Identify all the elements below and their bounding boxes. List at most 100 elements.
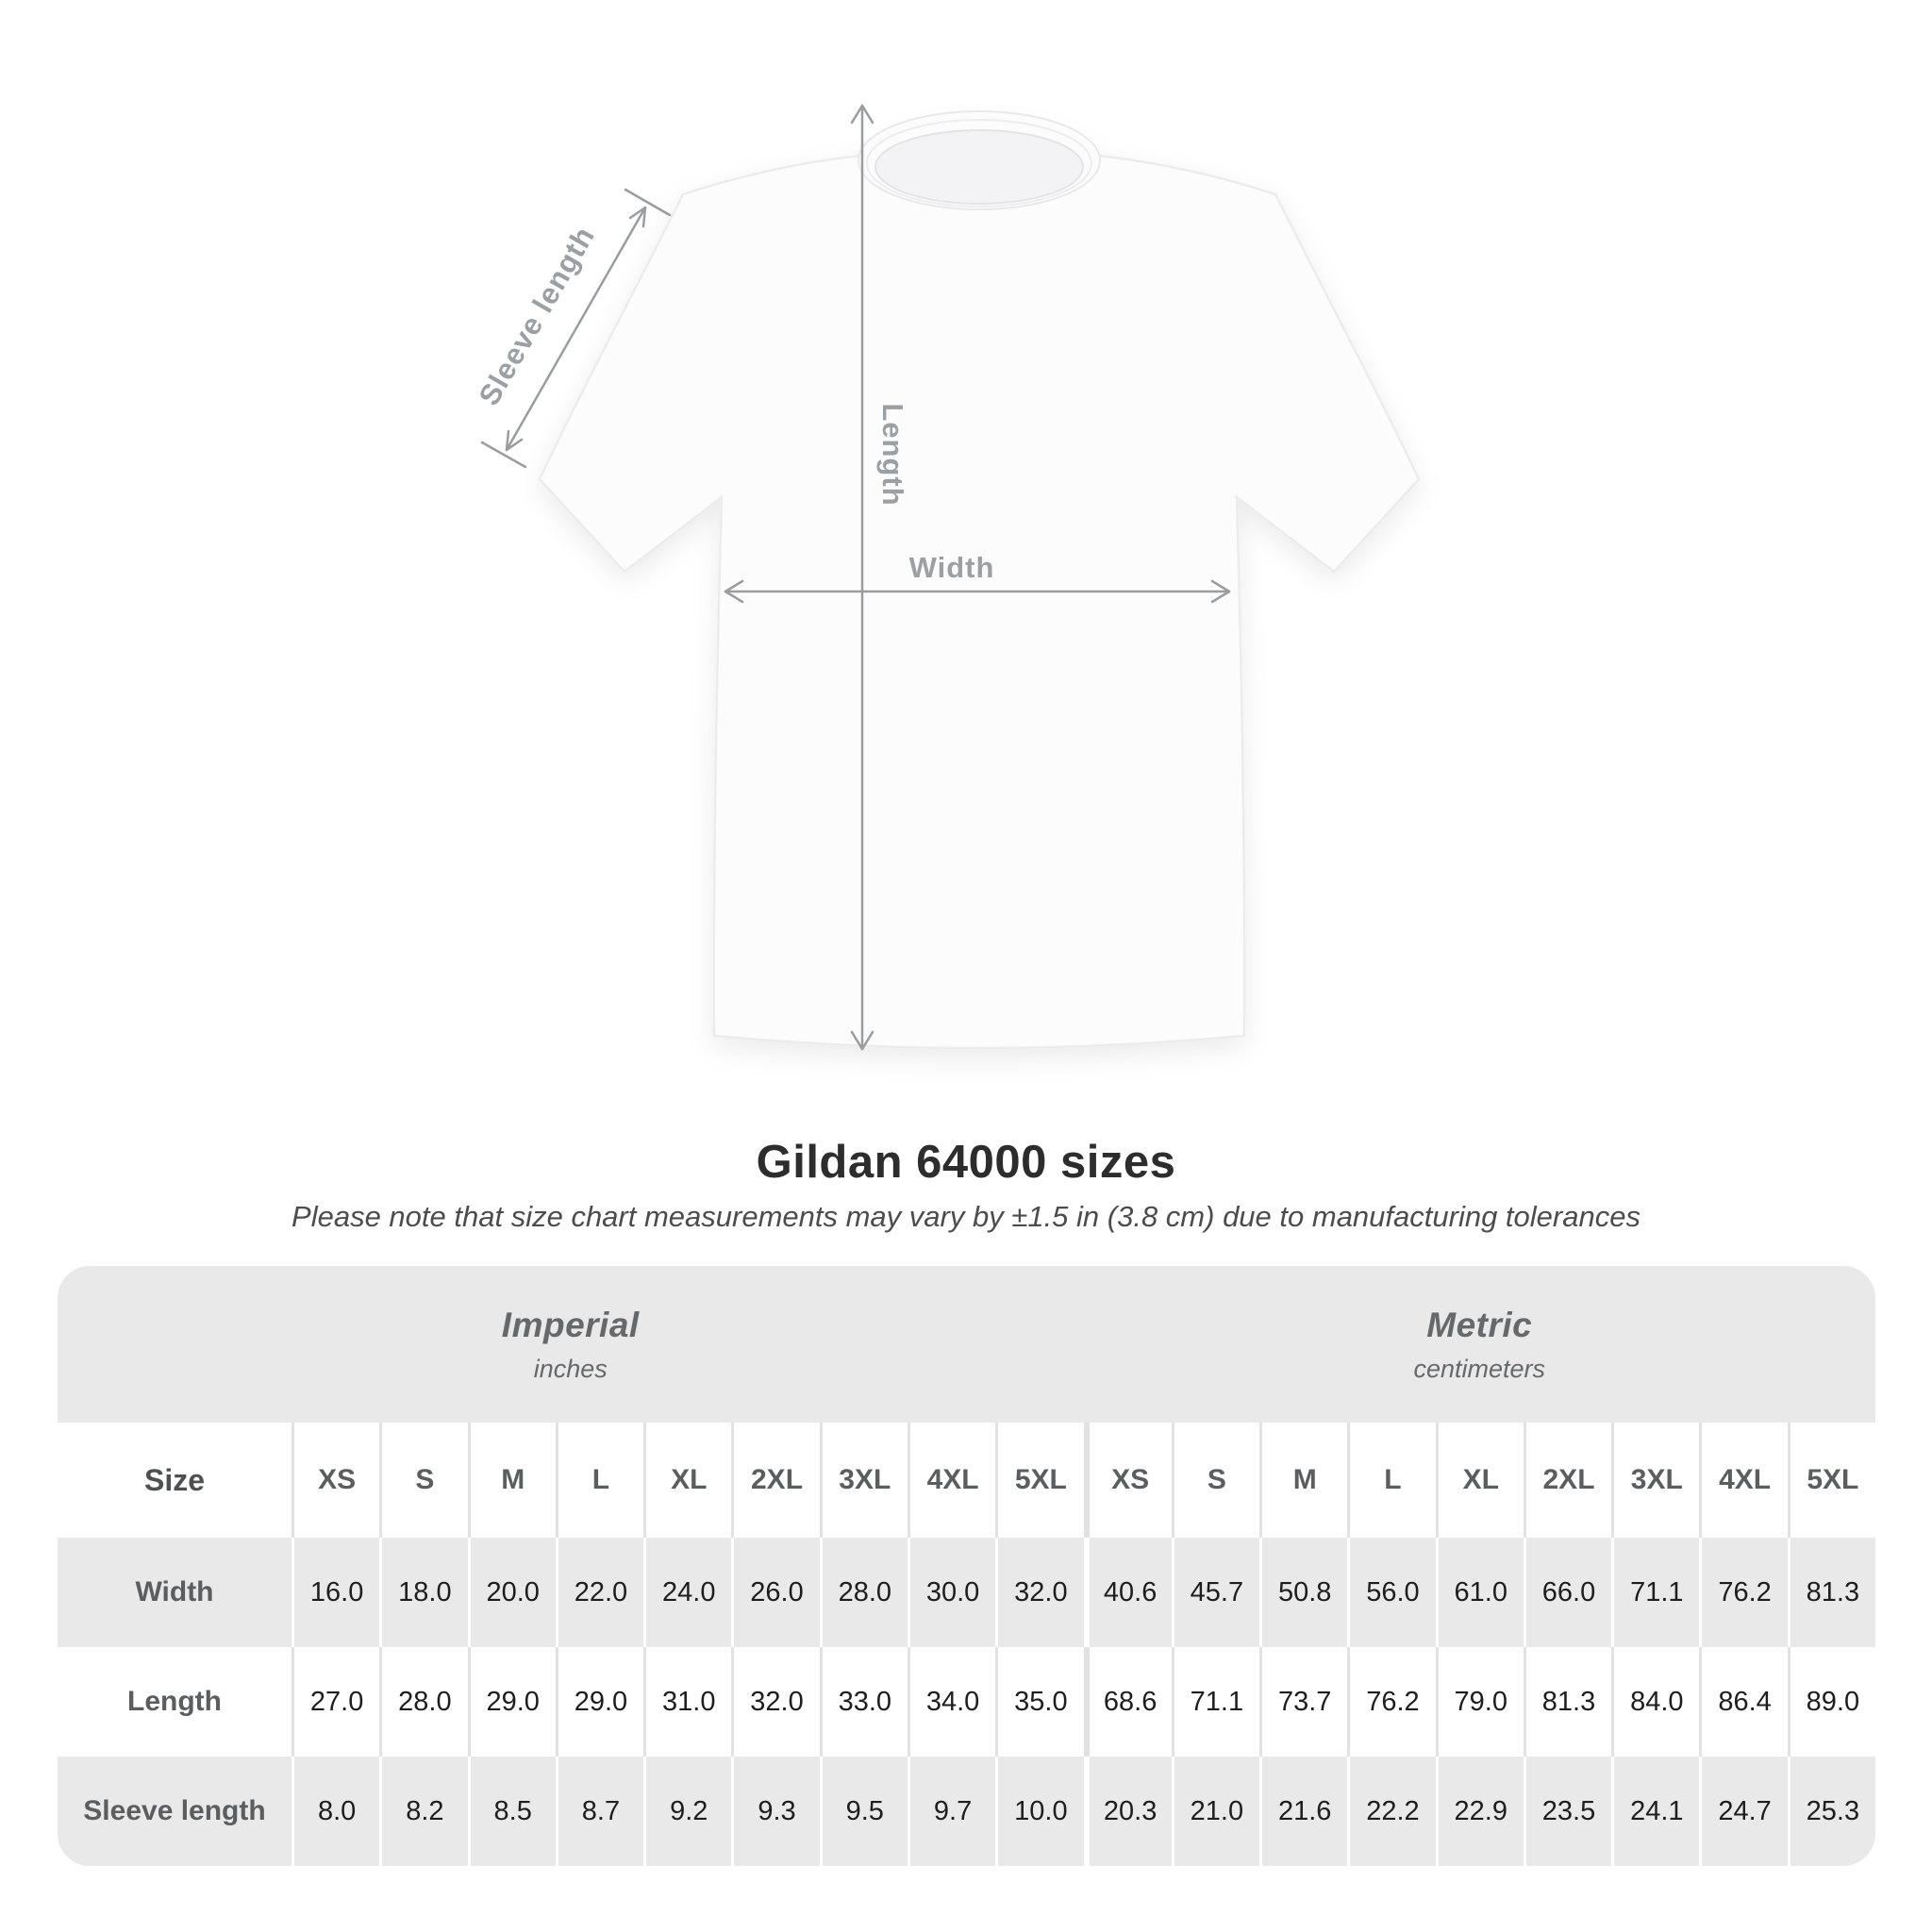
length-label: Length	[876, 403, 909, 506]
size-header-imperial-m: M	[467, 1423, 556, 1538]
width-metric-2xl: 66.0	[1523, 1538, 1611, 1647]
width-imperial-xl: 24.0	[643, 1538, 731, 1647]
length-imperial-5xl: 35.0	[995, 1647, 1083, 1757]
size-header-metric-2xl: 2XL	[1523, 1423, 1611, 1538]
width-label: Width	[909, 551, 995, 584]
page-title: Gildan 64000 sizes	[756, 1137, 1176, 1188]
width-imperial-m: 20.0	[467, 1538, 556, 1647]
size-header-metric-xl: XL	[1435, 1423, 1524, 1538]
length-imperial-xl: 31.0	[643, 1647, 731, 1757]
width-metric-s: 45.7	[1171, 1538, 1259, 1647]
length-arrow-icon	[850, 104, 874, 1051]
width-imperial-2xl: 26.0	[731, 1538, 819, 1647]
size-header-metric-l: L	[1347, 1423, 1435, 1538]
length-imperial-xs: 27.0	[291, 1647, 379, 1757]
length-metric-3xl: 84.0	[1611, 1647, 1699, 1757]
imperial-unit: inches	[533, 1354, 608, 1383]
size-header-metric-4xl: 4XL	[1699, 1423, 1787, 1538]
width-metric-xl: 61.0	[1435, 1538, 1524, 1647]
size-header-metric-5xl: 5XL	[1787, 1423, 1875, 1538]
table-row-length: Length 27.0 28.0 29.0 29.0 31.0 32.0 33.…	[58, 1647, 1875, 1757]
length-metric-m: 73.7	[1259, 1647, 1347, 1757]
length-metric-5xl: 89.0	[1787, 1647, 1875, 1757]
width-imperial-5xl: 32.0	[995, 1538, 1083, 1647]
sleeve-metric-xs: 20.3	[1083, 1757, 1172, 1866]
sleeve-imperial-xl: 9.2	[643, 1757, 731, 1866]
width-metric-4xl: 76.2	[1699, 1538, 1787, 1647]
sleeve-length-arrow-icon	[480, 188, 672, 469]
imperial-title: Imperial	[501, 1305, 640, 1344]
sleeve-imperial-m: 8.5	[467, 1757, 556, 1866]
sleeve-metric-m: 21.6	[1259, 1757, 1347, 1866]
width-metric-5xl: 81.3	[1787, 1538, 1875, 1647]
tshirt-measurement-diagram: Length Width Sleeve length	[473, 104, 1421, 1051]
table-row-width: Width 16.0 18.0 20.0 22.0 24.0 26.0 28.0…	[58, 1538, 1875, 1647]
size-header-metric-xs: XS	[1083, 1423, 1172, 1538]
length-imperial-l: 29.0	[555, 1647, 643, 1757]
width-arrow-icon	[724, 579, 1231, 604]
tshirt-image	[538, 110, 1421, 1050]
length-metric-2xl: 81.3	[1523, 1647, 1611, 1757]
sleeve-imperial-5xl: 10.0	[995, 1757, 1083, 1866]
width-imperial-3xl: 28.0	[819, 1538, 908, 1647]
length-metric-xl: 79.0	[1435, 1647, 1524, 1757]
size-header-imperial-xs: XS	[291, 1423, 379, 1538]
size-header-row: Size XS S M L XL 2XL 3XL 4XL 5XL XS S M …	[58, 1423, 1875, 1538]
width-metric-3xl: 71.1	[1611, 1538, 1699, 1647]
length-imperial-m: 29.0	[467, 1647, 556, 1757]
collar-stitch	[866, 119, 1092, 208]
sleeve-imperial-l: 8.7	[555, 1757, 643, 1866]
width-imperial-s: 18.0	[379, 1538, 467, 1647]
row-label-length: Length	[127, 1686, 222, 1717]
sleeve-imperial-2xl: 9.3	[731, 1757, 819, 1866]
sleeve-imperial-3xl: 9.5	[819, 1757, 908, 1866]
metric-unit: centimeters	[1413, 1354, 1546, 1383]
row-label-sleeve-length: Sleeve length	[83, 1795, 266, 1826]
length-imperial-3xl: 33.0	[819, 1647, 908, 1757]
size-header-imperial-4xl: 4XL	[907, 1423, 995, 1538]
size-table: Imperial inches Metric centimeters Size …	[58, 1266, 1875, 1866]
sleeve-metric-xl: 22.9	[1435, 1757, 1524, 1866]
size-header-metric-m: M	[1259, 1423, 1347, 1538]
width-metric-xs: 40.6	[1083, 1538, 1172, 1647]
width-metric-l: 56.0	[1347, 1538, 1435, 1647]
sleeve-imperial-s: 8.2	[379, 1757, 467, 1866]
length-imperial-2xl: 32.0	[731, 1647, 819, 1757]
length-metric-xs: 68.6	[1083, 1647, 1172, 1757]
width-imperial-4xl: 30.0	[907, 1538, 995, 1647]
size-column-header: Size	[143, 1462, 206, 1497]
sleeve-length-label: Sleeve length	[473, 221, 602, 411]
sleeve-metric-l: 22.2	[1347, 1757, 1435, 1866]
width-metric-m: 50.8	[1259, 1538, 1347, 1647]
unit-group-header-row: Imperial inches Metric centimeters	[58, 1266, 1875, 1423]
size-header-metric-s: S	[1171, 1423, 1259, 1538]
metric-title: Metric	[1426, 1305, 1533, 1344]
row-label-width: Width	[135, 1576, 214, 1607]
size-header-imperial-3xl: 3XL	[819, 1423, 908, 1538]
sleeve-metric-5xl: 25.3	[1787, 1757, 1875, 1866]
size-header-imperial-xl: XL	[643, 1423, 731, 1538]
sleeve-metric-3xl: 24.1	[1611, 1757, 1699, 1866]
size-header-imperial-l: L	[555, 1423, 643, 1538]
width-imperial-l: 22.0	[555, 1538, 643, 1647]
sleeve-imperial-4xl: 9.7	[907, 1757, 995, 1866]
sleeve-metric-2xl: 23.5	[1523, 1757, 1611, 1866]
imperial-group-header: Imperial inches	[58, 1266, 1084, 1423]
length-metric-s: 71.1	[1171, 1647, 1259, 1757]
length-metric-l: 76.2	[1347, 1647, 1435, 1757]
length-imperial-4xl: 34.0	[907, 1647, 995, 1757]
size-header-imperial-2xl: 2XL	[731, 1423, 819, 1538]
sleeve-metric-s: 21.0	[1171, 1757, 1259, 1866]
neck-opening	[874, 129, 1084, 205]
size-header-imperial-s: S	[379, 1423, 467, 1538]
sleeve-imperial-xs: 8.0	[291, 1757, 379, 1866]
table-row-sleeve-length: Sleeve length 8.0 8.2 8.5 8.7 9.2 9.3 9.…	[58, 1757, 1875, 1866]
tolerance-note: Please note that size chart measurements…	[291, 1200, 1641, 1233]
length-metric-4xl: 86.4	[1699, 1647, 1787, 1757]
width-imperial-xs: 16.0	[291, 1538, 379, 1647]
size-header-metric-3xl: 3XL	[1611, 1423, 1699, 1538]
sleeve-metric-4xl: 24.7	[1699, 1757, 1787, 1866]
metric-group-header: Metric centimeters	[1084, 1266, 1876, 1423]
size-header-imperial-5xl: 5XL	[995, 1423, 1083, 1538]
